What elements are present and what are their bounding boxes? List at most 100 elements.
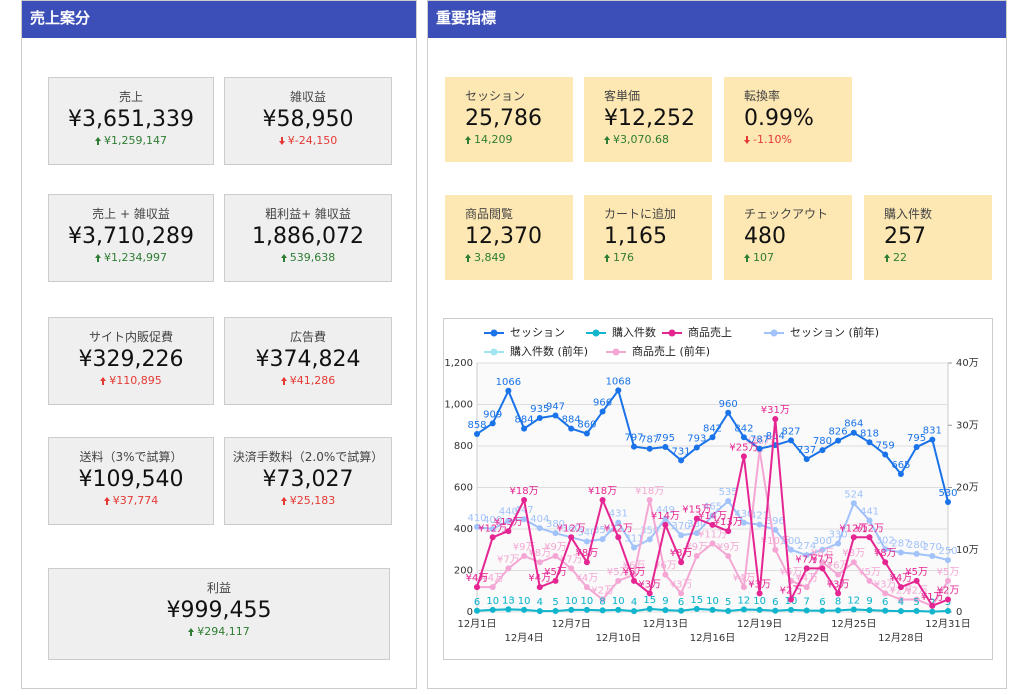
data-label: ¥6万 [623,561,646,572]
kpi-delta-value: ¥1,234,997 [104,251,167,264]
data-point [756,590,763,597]
data-point [474,584,480,591]
data-label: 884 [562,415,581,426]
data-label: ¥31万 [761,405,790,416]
kpi-card: 客単価 ¥12,252 ¥3,070.68 [584,77,712,162]
kpi-delta: 22 [884,251,992,264]
data-label: 351 [593,525,612,536]
data-point [929,602,936,609]
data-label: ¥4万 [890,573,913,584]
kpi-delta-value: 3,849 [474,251,506,264]
legend-label: 商品売上 [688,325,732,339]
data-point [678,559,685,566]
data-point [709,434,716,441]
data-point [536,525,543,532]
data-point [882,559,889,566]
panel-title: 売上案分 [22,1,416,38]
data-point [505,387,512,394]
data-label: 787 [640,435,659,446]
data-label: 274 [797,541,816,552]
data-label: 935 [530,404,549,415]
trend-arrow [604,136,610,144]
data-point [568,565,575,572]
data-point [662,515,669,522]
kpi-delta: 539,638 [225,251,391,264]
data-point [552,577,559,584]
data-point [662,444,669,451]
data-label: 250 [938,546,957,557]
trend-arrow [465,254,471,262]
data-label: ¥5万 [937,567,960,578]
kpi-delta: ¥294,117 [49,625,389,638]
data-label: ¥5万 [905,567,928,578]
data-label: 13 [502,595,515,606]
data-point [615,519,622,526]
kpi-value: ¥58,950 [262,107,354,132]
data-label: 6 [772,597,778,608]
kpi-delta: ¥1,234,997 [49,251,213,264]
data-point [521,606,528,613]
data-point [882,546,889,553]
data-label: 465 [703,502,722,513]
data-label: ¥8万 [874,548,897,559]
data-point [945,499,951,506]
data-label: ¥3万 [748,579,771,590]
data-point [521,425,528,432]
trend-arrow [604,254,610,262]
data-point [772,416,779,423]
data-point [835,540,842,547]
data-point [803,607,810,614]
data-label: 15 [643,595,656,606]
kpi-card: 雑収益 ¥58,950 ¥-24,150 [224,77,392,165]
kpi-card: 購入件数 257 22 [864,195,992,280]
data-point [552,412,559,419]
kpi-delta-value: ¥110,895 [109,374,162,387]
data-point [599,536,606,543]
data-label: 12 [847,596,860,607]
data-label: 759 [876,441,895,452]
kpi-delta: ¥110,895 [49,374,213,387]
data-point [693,444,700,451]
trend-arrow [103,497,110,505]
data-point [631,608,637,615]
data-point [662,607,669,614]
data-point [850,606,857,613]
y-tick-label: 200 [454,566,473,577]
data-point [583,538,590,545]
data-label: ¥7万 [560,554,583,565]
data-label: 960 [719,399,738,410]
data-label: 287 [891,538,910,549]
data-label: ¥5万 [607,567,630,578]
data-point [866,534,873,541]
data-point [505,528,512,535]
legend-label: 商品売上 (前年) [632,344,710,358]
data-point [678,590,685,597]
data-label: ¥3万 [638,579,661,590]
kpi-value: 1,886,072 [252,224,364,249]
kpi-label: チェックアウト [744,207,829,221]
kpi-label: カートに追加 [604,207,677,221]
data-point [489,420,496,427]
data-label: 4 [537,597,543,608]
data-label: 966 [593,398,612,409]
kpi-value: ¥12,252 [604,106,695,131]
x-tick-label: 12月19日 [737,618,782,630]
kpi-value: 1,165 [604,224,667,249]
data-label: 10 [486,596,499,607]
data-label: 4 [631,597,637,608]
data-label: 10 [753,596,766,607]
data-point [866,577,873,584]
data-point [505,517,512,524]
kpi-delta-value: 14,209 [474,133,513,146]
trend-arrow [278,137,285,145]
data-label: ¥18万 [510,486,539,497]
data-label: 15 [643,595,656,606]
data-label: 380 [687,519,706,530]
kpi-value: ¥374,824 [255,347,361,372]
data-label: 860 [577,420,596,431]
data-point [913,577,920,584]
data-point [756,606,763,613]
data-label: 793 [687,433,706,444]
data-point [568,534,575,541]
data-point [536,608,543,615]
